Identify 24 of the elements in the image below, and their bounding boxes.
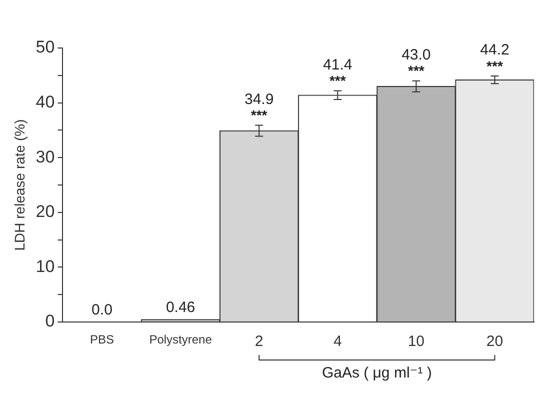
y-tick-label: 50 [36,38,55,57]
x-tick-label: 4 [333,333,342,350]
data-label: 34.9 [244,90,274,108]
data-label: 44.2 [480,42,510,59]
y-tick-label: 20 [36,202,55,222]
annotation: *** [329,72,346,89]
data-label: 41.4 [323,56,352,74]
x-tick-label: PBS [90,332,114,347]
annotation: *** [486,58,504,74]
x-axis-title: GaAs ( μg ml⁻¹ ) [322,364,432,382]
y-tick-label: 0 [45,312,55,331]
x-tick-label: Polystyrene [149,332,212,347]
y-tick-label: 10 [36,256,55,276]
x-tick-label: 10 [408,333,425,350]
y-axis-title: LDH release rate (%) [11,119,28,251]
x-tick-label: 20 [486,333,504,350]
annotation: *** [408,62,425,79]
data-label: 43.0 [402,46,431,64]
data-label: 0.0 [92,302,112,319]
y-tick-label: 40 [36,92,55,112]
y-tick-label: 30 [36,147,55,166]
x-tick-label: 2 [254,333,264,350]
data-label: 0.46 [166,299,196,316]
annotation: *** [250,107,268,124]
